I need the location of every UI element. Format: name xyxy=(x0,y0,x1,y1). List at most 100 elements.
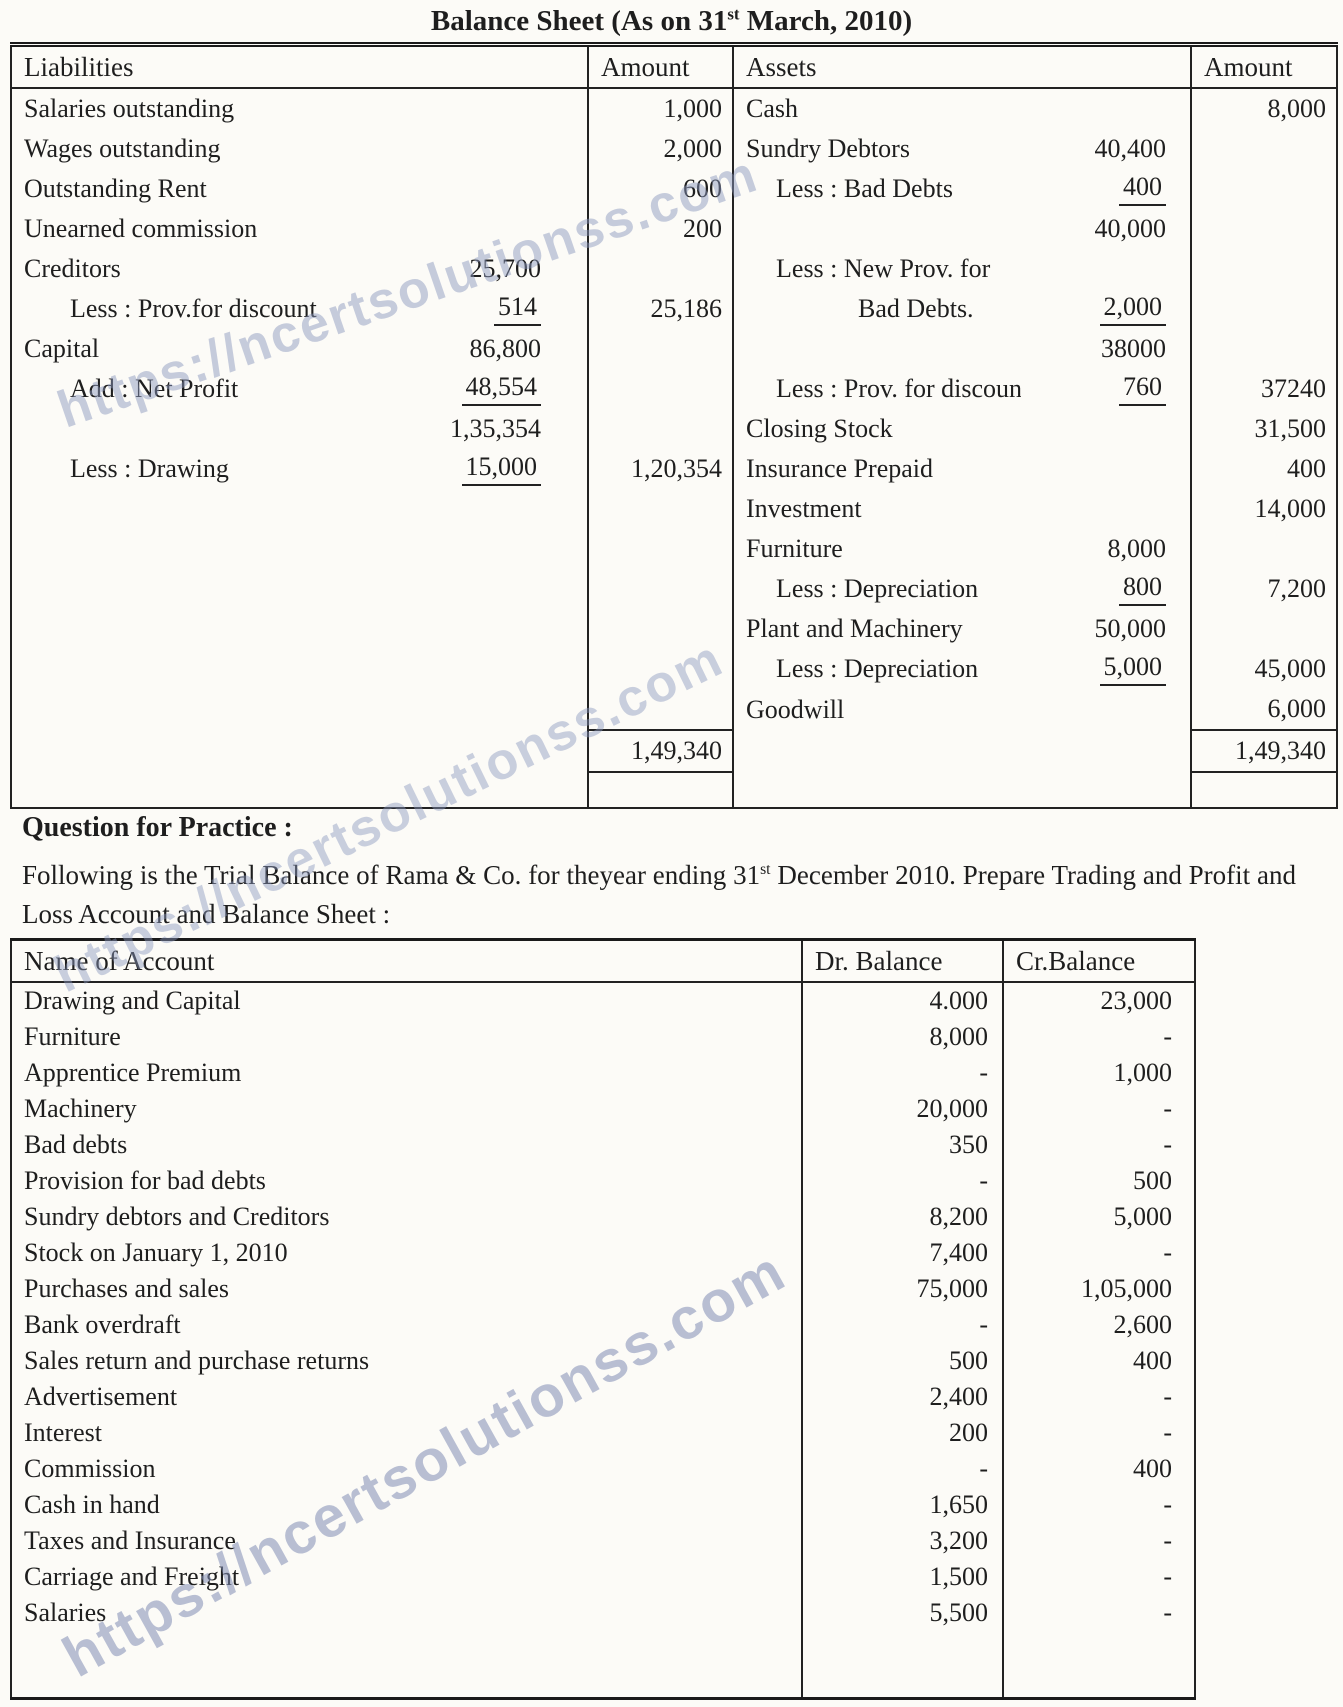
empty-cell xyxy=(445,569,588,609)
empty-cell xyxy=(587,489,735,529)
dr-balance-cell: 7,400 xyxy=(801,1235,1003,1271)
account-name-cell: Interest xyxy=(24,1418,102,1447)
account-name-cell: Sales return and purchase returns xyxy=(24,1346,370,1375)
empty-cell xyxy=(587,329,735,369)
asset-subamount: 40,400 xyxy=(1094,134,1167,163)
empty-cell xyxy=(11,772,445,808)
liability-subamount: 86,800 xyxy=(469,334,542,363)
asset-subamount: 2,000 xyxy=(1021,289,1191,329)
asset-label: Plant and Machinery xyxy=(746,614,963,643)
title-text: March, 2010) xyxy=(739,5,913,37)
asset-label: Less : Depreciation xyxy=(776,574,979,603)
dr-balance-cell: 8,200 xyxy=(801,1199,1003,1235)
asset-label: Investment xyxy=(746,494,862,523)
empty-cell xyxy=(1190,609,1338,649)
account-name-cell: Salaries xyxy=(24,1598,107,1627)
account-name-cell: Cash in hand xyxy=(24,1490,160,1519)
empty-cell xyxy=(1190,169,1338,209)
balance-sheet-row: Goodwill 6,000 xyxy=(11,689,1338,730)
underlined-amount: 400 xyxy=(1119,172,1167,206)
underlined-amount: 48,554 xyxy=(461,372,542,406)
col-header-name-of-account: Name of Account xyxy=(11,939,802,983)
trial-balance-empty-space xyxy=(11,1631,1195,1699)
liability-label: Creditors xyxy=(24,254,121,283)
asset-subamount: 8,000 xyxy=(1107,534,1167,563)
intro-text: December 2010. Prepare Trading and Profi… xyxy=(22,860,1296,929)
empty-cell xyxy=(587,529,735,569)
empty-cell xyxy=(587,649,735,689)
asset-label: Bad Debts. xyxy=(858,294,974,323)
empty-cell xyxy=(587,369,735,409)
empty-cell xyxy=(445,529,588,569)
balance-sheet-row: Unearned commission 200 40,000 xyxy=(11,209,1338,249)
balance-sheet-row: Plant and Machinery 50,000 xyxy=(11,609,1338,649)
asset-label: Less : Bad Debts xyxy=(776,174,953,203)
dr-balance-cell: 8,000 xyxy=(801,1019,1003,1055)
account-name-cell: Carriage and Freight xyxy=(24,1562,240,1591)
trial-balance-table: Name of Account Dr. Balance Cr.Balance D… xyxy=(10,938,1196,1700)
dr-balance-cell: 20,000 xyxy=(801,1091,1003,1127)
dr-balance-cell: 3,200 xyxy=(801,1523,1003,1559)
empty-cell xyxy=(801,1631,1003,1699)
empty-cell xyxy=(1190,129,1338,169)
title-text: Balance Sheet (As on 31 xyxy=(430,5,728,37)
account-name-cell: Commission xyxy=(24,1454,156,1483)
asset-subamount: 400 xyxy=(1021,169,1191,209)
account-name-cell: Furniture xyxy=(24,1022,121,1051)
asset-subamount: 38000 xyxy=(1101,334,1167,363)
dr-balance-cell: - xyxy=(801,1163,1003,1199)
practice-intro: Following is the Trial Balance of Rama &… xyxy=(22,856,1296,934)
asset-subamount: 5,000 xyxy=(1021,649,1191,689)
empty-cell xyxy=(733,329,1021,369)
empty-cell xyxy=(587,249,735,289)
empty-cell xyxy=(733,730,1021,772)
cr-balance-cell: 400 xyxy=(1002,1451,1195,1487)
trial-balance-row: Drawing and Capital 4.000 23,000 xyxy=(11,982,1195,1019)
col-header-amount-left: Amount xyxy=(587,44,735,89)
empty-cell xyxy=(587,569,735,609)
empty-cell xyxy=(1190,529,1338,569)
underlined-amount: 5,000 xyxy=(1099,652,1167,686)
asset-amount: 7,200 xyxy=(1190,569,1338,609)
empty-cell xyxy=(1021,689,1191,730)
empty-cell xyxy=(445,609,588,649)
asset-label: Less : New Prov. for xyxy=(776,254,991,283)
cr-balance-cell: - xyxy=(1002,1523,1195,1559)
liability-subamount: 25,700 xyxy=(469,254,542,283)
asset-amount: 400 xyxy=(1190,449,1338,489)
trial-balance-row: Sundry debtors and Creditors 8,200 5,000 xyxy=(11,1199,1195,1235)
account-name-cell: Bad debts xyxy=(24,1130,128,1159)
asset-amount: 14,000 xyxy=(1190,489,1338,529)
cr-balance-cell: - xyxy=(1002,1487,1195,1523)
liability-subamount: 48,554 xyxy=(445,369,588,409)
empty-cell xyxy=(1002,1631,1195,1699)
assets-total: 1,49,340 xyxy=(1190,729,1338,773)
cr-balance-cell: 1,05,000 xyxy=(1002,1271,1195,1307)
empty-cell xyxy=(11,609,445,649)
dr-balance-cell: 350 xyxy=(801,1127,1003,1163)
cr-balance-cell: 2,600 xyxy=(1002,1307,1195,1343)
liabilities-total: 1,49,340 xyxy=(587,729,735,773)
trial-balance-row: Cash in hand 1,650- xyxy=(11,1487,1195,1523)
col-header-cr-balance: Cr.Balance xyxy=(1002,939,1195,983)
account-name-cell: Purchases and sales xyxy=(24,1274,230,1303)
balance-sheet-row: Outstanding Rent 600 Less : Bad Debts 400 xyxy=(11,169,1338,209)
cr-balance-cell: - xyxy=(1002,1379,1195,1415)
empty-cell xyxy=(587,689,735,730)
empty-cell xyxy=(445,772,588,808)
empty-cell xyxy=(11,649,445,689)
dr-balance-cell: 1,650 xyxy=(801,1487,1003,1523)
title-superscript: st xyxy=(727,4,740,24)
empty-cell xyxy=(11,730,445,772)
balance-sheet-row: Furniture 8,000 xyxy=(11,529,1338,569)
asset-amount: 8,000 xyxy=(1190,88,1338,129)
asset-label: Furniture xyxy=(746,534,843,563)
empty-cell xyxy=(445,489,588,529)
asset-label: Sundry Debtors xyxy=(746,134,910,163)
col-header-amount-right: Amount xyxy=(1190,44,1338,89)
underlined-amount: 2,000 xyxy=(1099,292,1167,326)
trial-balance-row: Commission -400 xyxy=(11,1451,1195,1487)
asset-amount: 45,000 xyxy=(1190,649,1338,689)
asset-label: Closing Stock xyxy=(746,414,893,443)
asset-label: Goodwill xyxy=(746,694,845,724)
